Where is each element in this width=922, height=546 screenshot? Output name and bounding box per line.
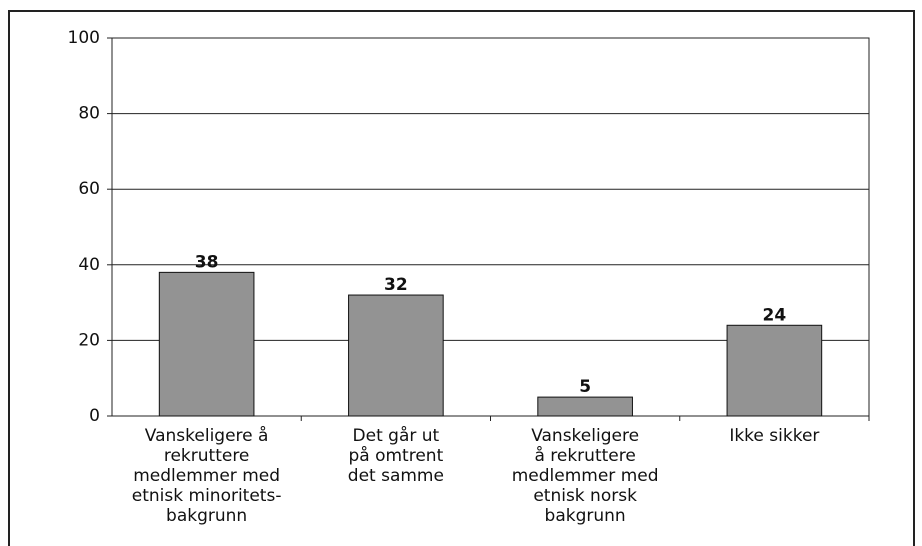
x-tick-label: Det går ut på omtrent det samme bbox=[347, 426, 444, 486]
y-tick-label: 40 bbox=[78, 255, 100, 275]
x-tick-label: Vanskeligere å rekruttere medlemmer med … bbox=[511, 426, 659, 526]
value-label: 32 bbox=[384, 275, 408, 295]
value-label: 38 bbox=[195, 252, 219, 272]
x-tick-label: Vanskeligere å rekruttere medlemmer med … bbox=[131, 426, 282, 526]
y-tick-label: 0 bbox=[89, 406, 100, 426]
value-label: 24 bbox=[763, 305, 787, 325]
y-tick-label: 100 bbox=[68, 28, 100, 48]
y-tick-label: 60 bbox=[78, 179, 100, 199]
value-label: 5 bbox=[579, 377, 591, 397]
y-tick-label: 80 bbox=[78, 104, 100, 124]
bar bbox=[537, 396, 633, 417]
y-tick-label: 20 bbox=[78, 330, 100, 350]
bar bbox=[348, 294, 444, 417]
bar bbox=[158, 271, 255, 417]
bar bbox=[726, 324, 823, 417]
frame bbox=[8, 10, 915, 546]
x-tick-label: Ikke sikker bbox=[729, 426, 820, 446]
